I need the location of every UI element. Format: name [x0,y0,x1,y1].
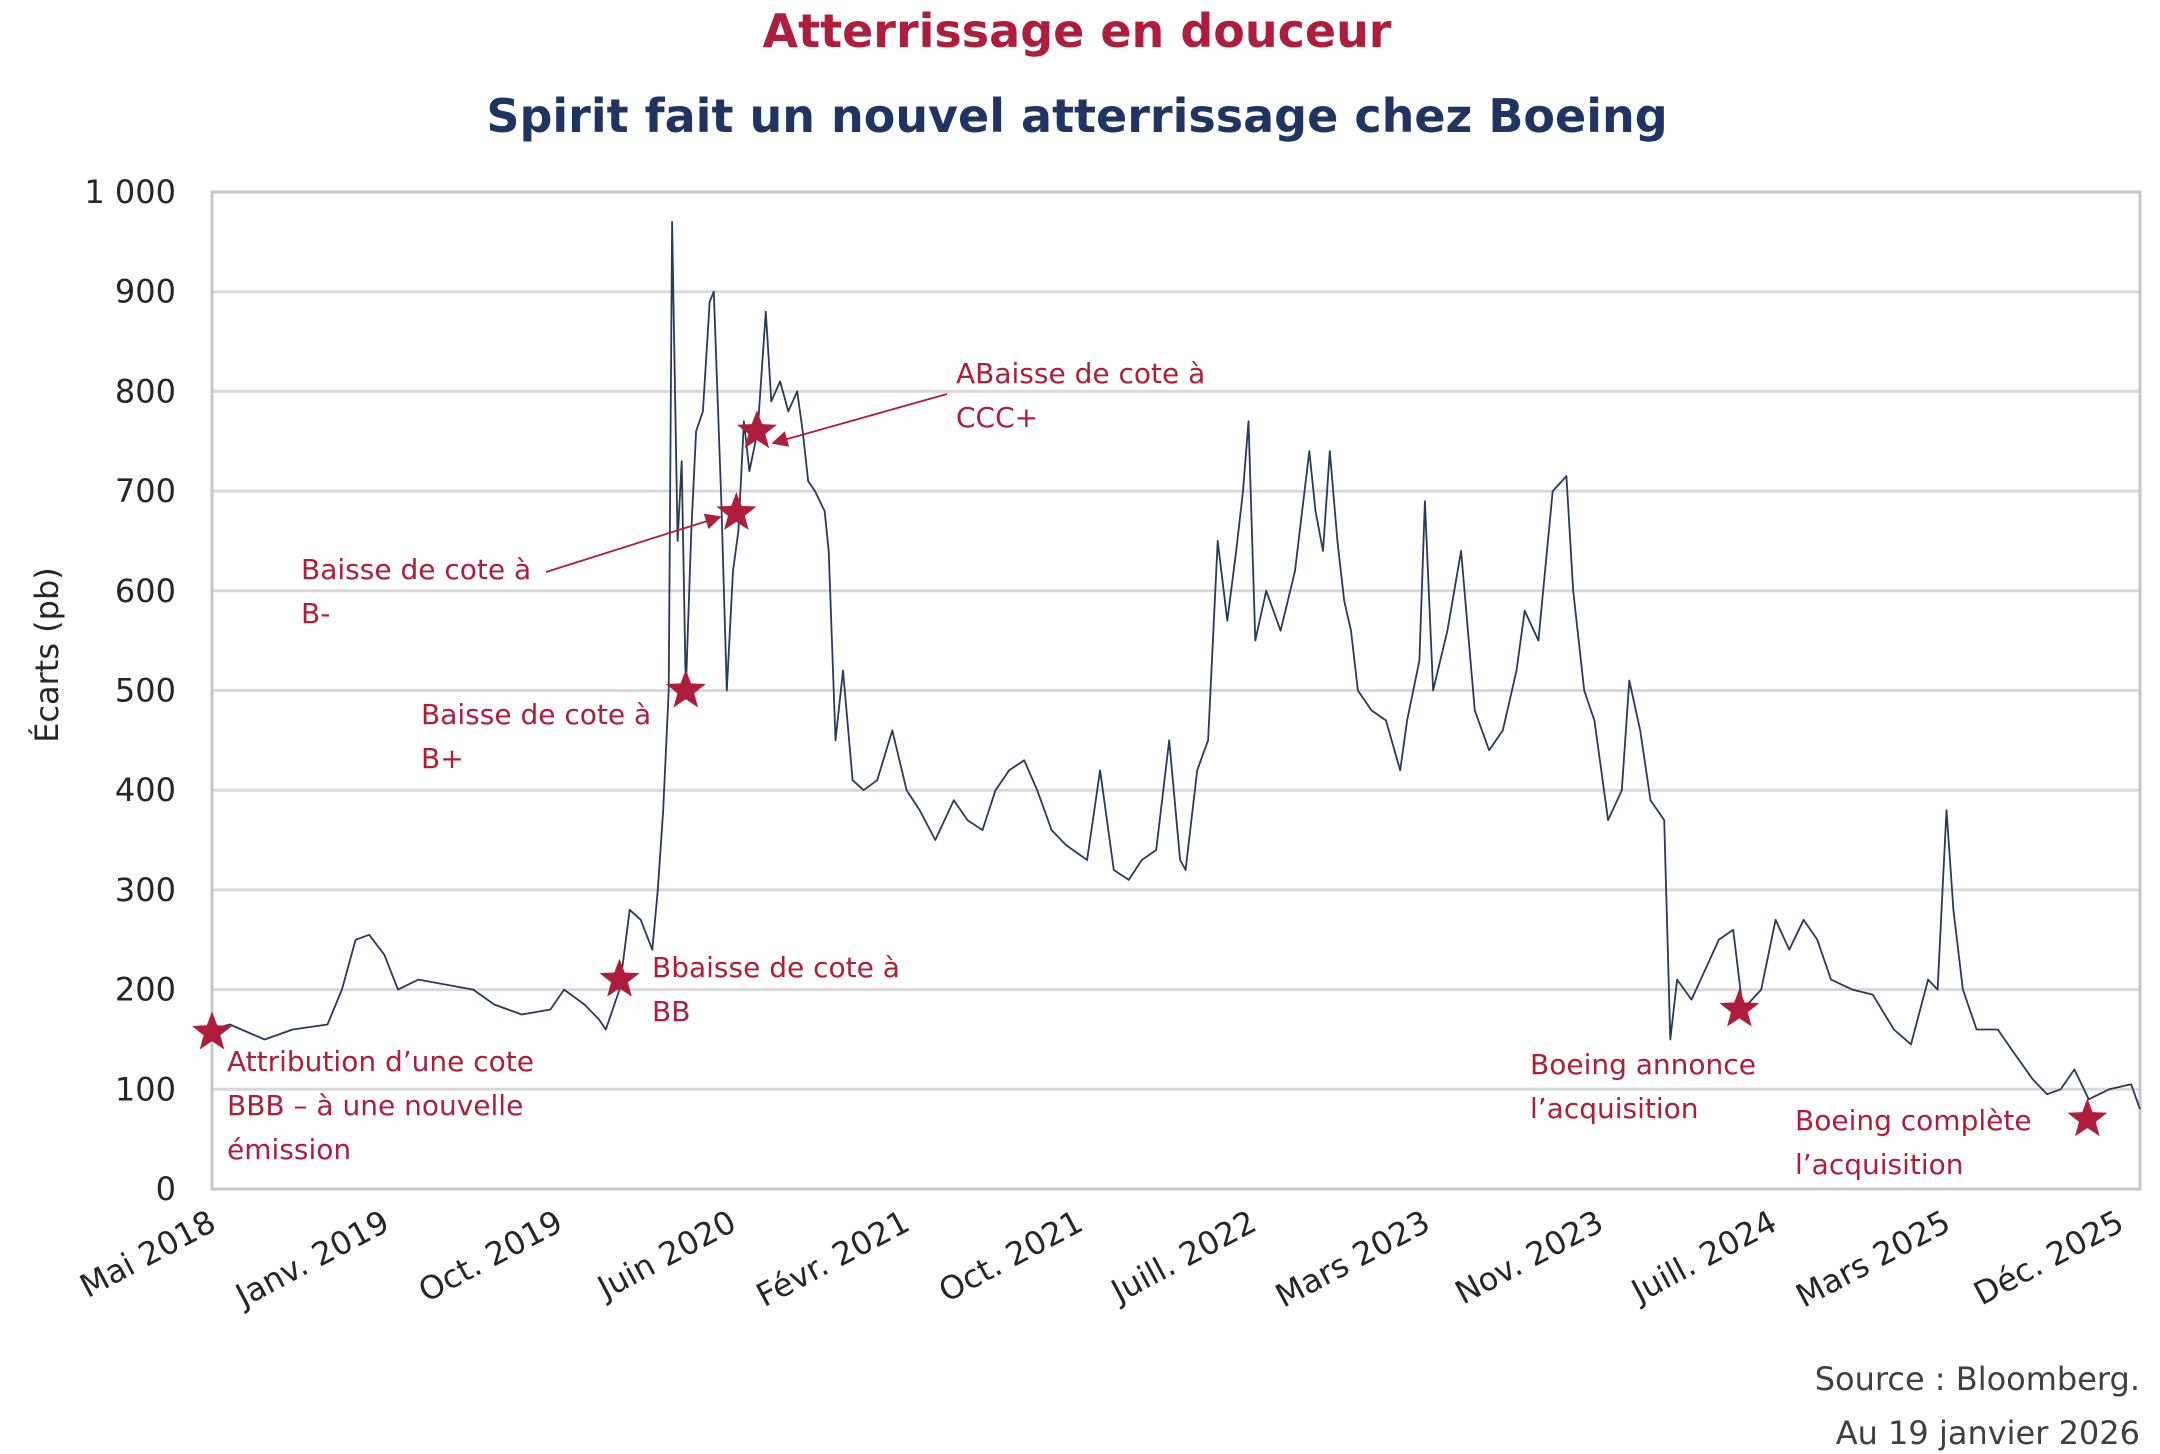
x-tick-label: Oct. 2019 [412,1203,569,1310]
annotation-text: Attribution d’une cote [227,1045,534,1078]
x-tick-label: Mars 2025 [1790,1203,1957,1316]
x-tick-label: Juill. 2024 [1624,1203,1783,1312]
chart-subtitle: Spirit fait un nouvel atterrissage chez … [486,89,1667,143]
y-tick-label: 200 [115,971,176,1009]
x-tick-label: Juill. 2022 [1103,1203,1262,1312]
y-tick-label: 700 [115,472,176,510]
annotation-text: Baisse de cote à [301,553,531,586]
y-tick-label: 500 [115,672,176,710]
chart-title: Atterrissage en douceur [763,4,1392,58]
y-tick-label: 100 [115,1070,176,1108]
x-tick-label: Juin 2020 [590,1203,742,1308]
y-axis-label: Écarts (pb) [28,567,66,743]
y-tick-label: 1 000 [84,173,176,211]
annotation-text: Bbaisse de cote à [652,951,900,984]
x-tick-label: Nov. 2023 [1449,1203,1610,1312]
star-icon [1719,988,1760,1027]
x-tick-label: Févr. 2021 [750,1203,916,1315]
as-of-date: Au 19 janvier 2026 [1836,1414,2140,1452]
annotation-text: ABaisse de cote à [956,357,1205,390]
source-note: Source : Bloomberg. [1815,1360,2140,1398]
arrow-ccc-plus [771,393,948,447]
x-tick-label: Janv. 2019 [228,1203,396,1316]
arrow-b-minus [545,513,722,573]
y-tick-label: 800 [115,372,176,410]
annotation-text: l’acquisition [1530,1092,1699,1125]
annotation-text: Boeing annonce [1530,1048,1756,1081]
x-tick-label: Oct. 2021 [932,1203,1089,1310]
y-tick-label: 900 [115,273,176,311]
y-tick-label: 0 [156,1170,176,1208]
star-icon [599,958,640,997]
annotation-text: Boeing complète [1795,1104,2032,1137]
gridlines [212,290,2140,1091]
annotation-text: émission [227,1133,351,1166]
y-tick-label: 600 [115,572,176,610]
series-line [211,221,2141,1110]
annotation-text: B+ [421,742,464,775]
y-tick-label: 400 [115,771,176,809]
event-stars [192,410,2108,1137]
star-icon [665,669,706,708]
annotation-text: BBB – à une nouvelle [227,1089,523,1122]
annotation-text: Baisse de cote à [421,698,651,731]
x-tick-label: Déc. 2025 [1967,1203,2129,1313]
y-tick-label: 300 [115,871,176,909]
annotation-arrows [545,393,948,573]
star-icon [192,1011,232,1050]
annotation-text: B- [301,597,330,630]
star-icon [736,410,777,449]
star-icon [716,492,757,530]
annotation-labels: Attribution d’une cote BBB – à une nouvel… [227,357,2032,1181]
star-icon [2067,1098,2108,1137]
annotation-text: l’acquisition [1795,1148,1964,1181]
x-tick-labels: Mai 2018 Janv. 2019 Oct. 2019 Juin 2020 Févr… [73,1203,2129,1316]
x-tick-label: Mars 2023 [1269,1203,1436,1316]
annotation-text: CCC+ [956,401,1038,434]
x-tick-label: Mai 2018 [73,1203,221,1306]
annotation-text: BB [652,995,690,1028]
y-tick-labels: 0 100 200 300 400 500 600 700 800 900 1 000 [84,173,176,1208]
plot-frame [210,190,2142,1191]
